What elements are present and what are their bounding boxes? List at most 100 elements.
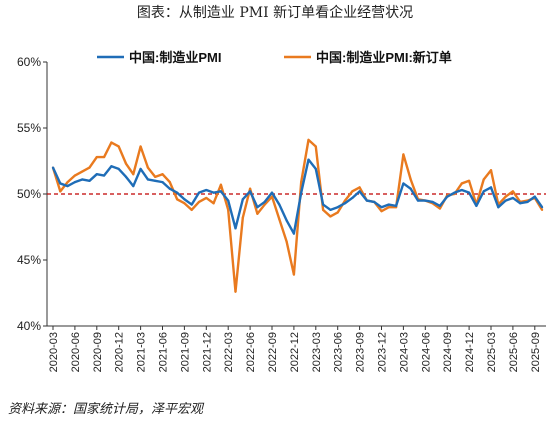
data-point-pmi <box>446 195 449 198</box>
data-point-pmi <box>541 206 544 209</box>
data-point-new-orders <box>336 211 339 214</box>
data-point-new-orders <box>300 181 303 184</box>
data-point-new-orders <box>541 208 544 211</box>
data-point-pmi <box>59 182 62 185</box>
data-point-pmi <box>453 191 456 194</box>
data-point-pmi <box>154 179 157 182</box>
x-tick-label: 2022-03 <box>223 332 235 372</box>
data-point-pmi <box>300 191 303 194</box>
data-point-new-orders <box>103 155 106 159</box>
data-point-pmi <box>482 190 485 193</box>
x-tick-label: 2021-03 <box>136 332 148 372</box>
x-tick-label: 2022-12 <box>289 332 301 372</box>
legend: 中国:制造业PMI 中国:制造业PMI:新订单 <box>97 50 452 65</box>
data-point-new-orders <box>241 216 244 219</box>
data-point-pmi <box>197 191 201 194</box>
data-point-new-orders <box>343 199 347 202</box>
data-point-pmi <box>402 182 405 185</box>
data-point-pmi <box>256 206 259 209</box>
x-tick-label: 2024-03 <box>398 332 410 372</box>
data-point-pmi <box>117 167 120 171</box>
data-point-pmi <box>395 204 398 207</box>
data-point-pmi <box>526 200 529 204</box>
data-point-new-orders <box>409 178 412 181</box>
data-point-pmi <box>533 195 536 198</box>
data-point-new-orders <box>314 145 317 148</box>
data-point-new-orders <box>380 210 383 213</box>
data-point-pmi <box>161 181 164 184</box>
data-point-pmi <box>270 191 274 194</box>
data-point-new-orders <box>168 181 171 184</box>
y-tick-label: 60% <box>17 55 41 69</box>
data-point-pmi <box>497 206 500 209</box>
data-point-new-orders <box>66 181 69 184</box>
data-point-new-orders <box>183 202 186 205</box>
data-point-new-orders <box>351 190 354 193</box>
data-point-pmi <box>416 199 420 202</box>
data-point-pmi <box>234 227 237 230</box>
x-tick-label: 2020-06 <box>70 332 82 372</box>
data-point-pmi <box>66 184 69 188</box>
x-tick-label: 2020-12 <box>114 332 126 372</box>
data-point-pmi <box>103 174 106 177</box>
data-point-new-orders <box>176 198 179 201</box>
data-point-new-orders <box>482 178 485 181</box>
data-point-pmi <box>249 190 252 193</box>
data-point-pmi <box>205 188 208 192</box>
x-tick-label: 2023-06 <box>333 332 345 372</box>
data-point-new-orders <box>438 207 441 210</box>
data-point-pmi <box>241 198 244 201</box>
data-point-new-orders <box>504 195 507 198</box>
data-point-pmi <box>278 203 281 206</box>
data-point-pmi <box>336 206 339 209</box>
data-point-pmi <box>409 187 412 190</box>
data-point-new-orders <box>329 215 332 218</box>
data-point-pmi <box>351 196 354 200</box>
data-point-new-orders <box>402 153 405 156</box>
data-point-new-orders <box>124 162 128 165</box>
data-point-new-orders <box>292 273 295 276</box>
data-point-new-orders <box>132 173 135 176</box>
x-tick-label: 2023-09 <box>355 332 367 372</box>
data-point-new-orders <box>212 202 215 205</box>
x-tick-label: 2022-09 <box>267 332 279 372</box>
data-point-new-orders <box>219 183 222 186</box>
x-ticks: 2020-03 2020-06 2020-09 2020-12 2021-03 2021-… <box>48 326 542 372</box>
data-point-pmi <box>110 165 113 168</box>
data-point-pmi <box>307 158 310 161</box>
data-point-new-orders <box>81 170 84 173</box>
data-point-pmi <box>81 178 84 181</box>
data-point-pmi <box>475 204 478 207</box>
x-tick-label: 2025-03 <box>486 332 498 372</box>
data-point-pmi <box>73 181 76 184</box>
data-point-pmi <box>132 184 135 188</box>
data-point-new-orders <box>205 196 208 200</box>
data-point-new-orders <box>285 240 288 243</box>
data-point-pmi <box>431 200 434 204</box>
series-line-pmi <box>51 158 544 235</box>
data-point-pmi <box>460 188 463 192</box>
data-point-new-orders <box>307 138 310 141</box>
data-point-pmi <box>51 166 55 169</box>
data-point-pmi <box>438 204 441 207</box>
data-point-pmi <box>519 202 522 205</box>
data-point-new-orders <box>139 145 142 148</box>
x-tick-label: 2022-06 <box>245 332 257 372</box>
data-point-pmi <box>322 203 325 206</box>
data-point-pmi <box>263 200 266 204</box>
y-tick-label: 55% <box>17 121 41 135</box>
data-point-pmi <box>358 190 361 193</box>
x-tick-label: 2025-06 <box>508 332 520 372</box>
data-point-new-orders <box>270 195 274 198</box>
data-point-new-orders <box>263 203 266 206</box>
data-point-new-orders <box>95 155 98 159</box>
data-point-new-orders <box>190 208 193 211</box>
data-point-new-orders <box>278 217 281 221</box>
data-point-new-orders <box>511 190 514 193</box>
x-tick-label: 2021-09 <box>179 332 191 372</box>
data-point-pmi <box>329 208 332 211</box>
data-point-pmi <box>365 199 368 202</box>
data-point-pmi <box>190 203 193 206</box>
data-point-new-orders <box>88 166 91 169</box>
y-tick-label: 40% <box>17 319 41 333</box>
